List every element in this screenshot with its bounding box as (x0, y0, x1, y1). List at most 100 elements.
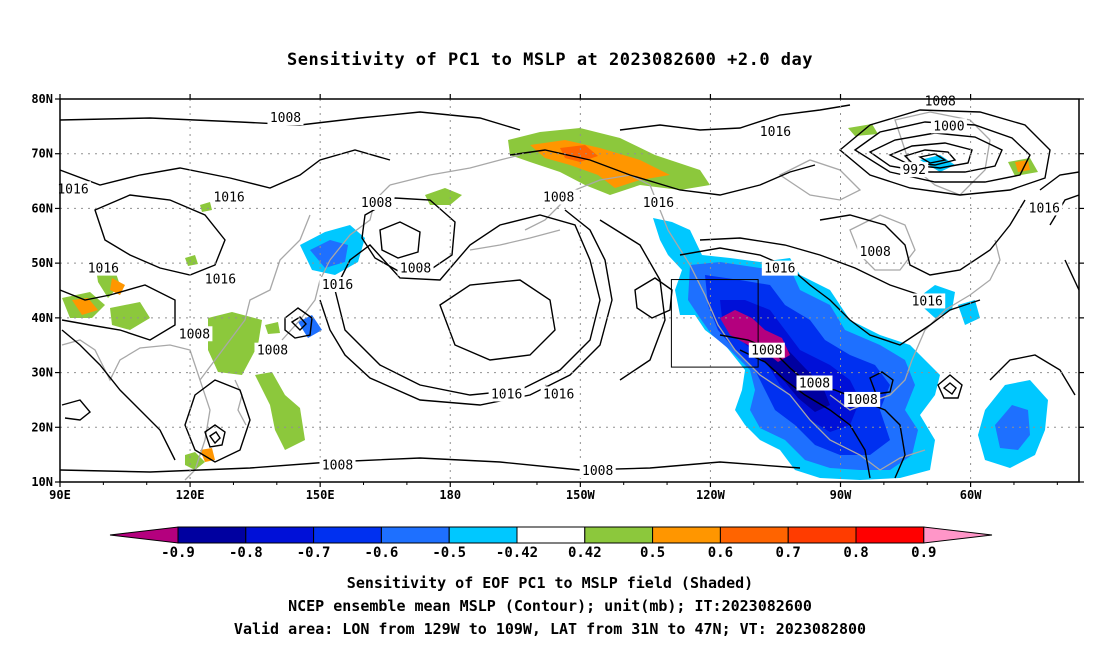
lon-label: 90W (830, 488, 852, 502)
lon-label: 180 (439, 488, 461, 502)
lat-label: 40N (31, 311, 53, 325)
colorbar-low-triangle (109, 526, 179, 544)
contour-label: 1008 (270, 111, 301, 126)
coast-japan (281, 259, 331, 341)
colorbar-segment (177, 526, 247, 544)
contour-label: 1008 (322, 459, 353, 474)
colorbar: -0.9 -0.8 -0.7 -0.6 -0.5 -0.42 0.42 0.5 0.6 0.7 0.… (109, 526, 993, 561)
contour-1008-ne-atl (1049, 194, 1079, 226)
lat-label: 70N (31, 147, 53, 161)
contour-label-bg (358, 194, 395, 210)
contour-1016-nepac (599, 219, 666, 381)
contour-1016-asia (60, 149, 391, 189)
lon-label: 120W (696, 488, 726, 502)
lon-label: 90E (49, 488, 71, 502)
colorbar-high-triangle (923, 526, 993, 544)
colorbar-label: -0.8 (229, 545, 263, 561)
contour-greenland-low-1 (838, 109, 1051, 196)
contour-1008-tc-2 (209, 431, 221, 445)
colorbar-label: 0.42 (568, 545, 602, 561)
mslp-contours (60, 104, 1079, 479)
contour-labels: 1008 1016 1016 1008 1008 1016 1016 1016 1008 1008… (55, 93, 1063, 479)
contour-1016-high-ne (634, 277, 673, 319)
contour-label-bg (202, 271, 239, 287)
contour-label-bg (748, 342, 785, 358)
contour-label-bg (267, 110, 304, 126)
contour-label-bg (211, 189, 248, 205)
contour-1016-pac-high (334, 214, 601, 396)
colorbar-segment (245, 526, 315, 544)
shade-pos-okhotsk (425, 188, 462, 205)
contour-1008-tc (204, 424, 226, 448)
contour-label: 1016 (57, 182, 88, 197)
contour-label: 1016 (1029, 201, 1060, 216)
contour-label: 1008 (543, 190, 574, 205)
shade-pos-scs-orange (200, 448, 215, 462)
contour-1008-south (60, 457, 801, 473)
contour-1016-east-atl-2 (1064, 259, 1079, 291)
contour-label: 1016 (88, 262, 119, 277)
contour-label-bg (397, 260, 434, 276)
contour-label: 1008 (799, 377, 830, 392)
contour-label-bg (930, 118, 967, 134)
contour-1008-hudson (819, 199, 1026, 276)
contour-label: 1008 (400, 262, 431, 277)
lat-label: 30N (31, 366, 53, 380)
lon-label: 120E (176, 488, 205, 502)
shade-neg-iceland (920, 155, 955, 172)
shade-pos-pacific-strip (255, 372, 305, 450)
caption-line-2: NCEP ensemble mean MSLP (Contour); unit(… (288, 597, 812, 615)
contour-1008-arctic-2 (509, 149, 816, 196)
contour-1008-jp (284, 307, 313, 339)
contour-label-bg (757, 123, 794, 139)
colorbar-label: -0.7 (297, 545, 331, 561)
contour-label-bg (900, 162, 929, 178)
contour-1016-east-atl (1039, 171, 1079, 191)
contour-label: 1016 (322, 278, 353, 293)
contour-greenland-low-2 (853, 121, 1031, 183)
contour-label: 1016 (543, 387, 574, 402)
contour-label: 1008 (257, 344, 288, 359)
plot-title: Sensitivity of PC1 to MSLP at 2023082600… (286, 50, 813, 70)
contour-label-bg (640, 194, 677, 210)
colorbar-label: 0.9 (911, 545, 936, 561)
coast-philippines (234, 379, 247, 426)
contour-label: 1016 (205, 273, 236, 288)
shade-pos-india-orange (72, 298, 98, 315)
coast-arctic-islands (778, 159, 862, 201)
contour-label: 1008 (361, 196, 392, 211)
contour-1016-west-conus (679, 247, 981, 346)
contour-1008-jp-2 (290, 316, 307, 331)
contour-label: 1016 (213, 190, 244, 205)
lon-label: 150W (566, 488, 596, 502)
colorbar-segment (855, 526, 925, 544)
contour-1008-low-kam (361, 197, 456, 273)
coast-siberia (389, 154, 521, 186)
contour-1008-low-kam-inner (379, 221, 421, 259)
contour-1008-india (61, 329, 176, 461)
contour-label: 1000 (933, 119, 964, 134)
caption-line-1: Sensitivity of EOF PC1 to MSLP field (Sh… (346, 574, 754, 592)
colorbar-label: -0.42 (496, 545, 538, 561)
contour-1016-pac-high-2 (319, 209, 613, 406)
contour-label-bg (857, 244, 894, 260)
colorbar-label: -0.6 (365, 545, 399, 561)
contour-1016-atl (937, 374, 963, 399)
contour-label-bg (1026, 200, 1063, 216)
contour-1000-india (61, 399, 91, 421)
valid-area-box (670, 279, 759, 368)
contour-label-bg (55, 181, 92, 197)
coast-asia (61, 339, 211, 481)
contour-label-bg (922, 93, 959, 109)
shade-pos-small-3 (265, 322, 280, 334)
shade-pos-china (110, 302, 150, 330)
contour-label-bg (761, 260, 798, 276)
caption-line-3: Valid area: LON from 129W to 109W, LAT f… (233, 620, 867, 638)
contour-label-bg (796, 375, 833, 391)
contour-1016-wconus-2 (699, 237, 921, 296)
colorbar-segment (584, 526, 654, 544)
contour-label: 1008 (179, 327, 210, 342)
colorbar-label: -0.9 (161, 545, 195, 561)
colorbar-segment (448, 526, 518, 544)
